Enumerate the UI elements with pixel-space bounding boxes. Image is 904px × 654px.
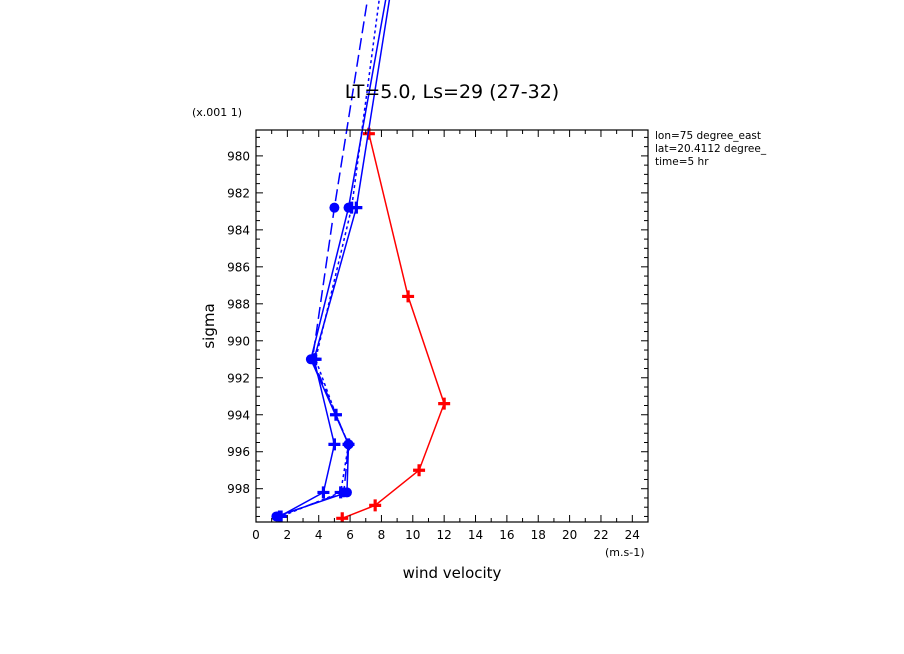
x-tick-label: 8 (378, 528, 386, 542)
series-point-4 (343, 439, 354, 450)
x-tick-label: 12 (437, 528, 452, 542)
series-line-2 (277, 0, 369, 518)
y-tick-label: 982 (227, 186, 250, 200)
series-point-0 (369, 499, 382, 512)
chart-title: LT=5.0, Ls=29 (27-32) (345, 81, 559, 103)
x-tick-label: 18 (531, 528, 546, 542)
y-tick-label: 992 (227, 371, 250, 385)
series-line-1 (279, 0, 391, 518)
series-point-1 (328, 438, 341, 451)
y-tick-label: 998 (227, 482, 250, 496)
x-tick-label: 4 (315, 528, 323, 542)
series-line-0 (341, 133, 445, 519)
plot-frame (255, 129, 649, 523)
info-time: time=5 hr (655, 156, 709, 168)
series-point-0 (438, 397, 451, 410)
series-point-0 (336, 512, 349, 522)
y-scale-note: (x.001 1) (192, 106, 242, 119)
x-unit-label: (m.s-1) (605, 546, 645, 559)
series-line-3 (280, 0, 380, 518)
info-lat: lat=20.4112 degree_ (655, 143, 767, 155)
x-axis-label: wind velocity (403, 564, 502, 582)
x-tick-label: 20 (562, 528, 577, 542)
x-tick-label: 24 (625, 528, 640, 542)
series-layer (271, 0, 451, 522)
series-point-4 (343, 202, 354, 213)
y-tick-label: 986 (227, 260, 250, 274)
x-tick-label: 6 (346, 528, 354, 542)
series-point-0 (402, 290, 415, 303)
x-tick-label: 2 (284, 528, 292, 542)
x-tick-label: 10 (405, 528, 420, 542)
y-axis-label: sigma (200, 303, 218, 348)
axis-ticks: 0 2 4 6 8 10 12 14 16 18 20 22 249809829849869889909… (227, 130, 649, 542)
x-tick-label: 16 (499, 528, 514, 542)
series-point-4 (305, 354, 316, 365)
series-line-4 (276, 0, 387, 518)
y-tick-label: 988 (227, 297, 250, 311)
x-tick-label: 0 (252, 528, 260, 542)
series-point-1 (317, 486, 330, 499)
x-tick-label: 14 (468, 528, 483, 542)
info-lon: lon=75 degree_east (655, 130, 761, 142)
series-point-2 (329, 202, 340, 213)
series-point-4 (341, 487, 352, 498)
y-tick-label: 980 (227, 149, 250, 163)
y-tick-label: 994 (227, 408, 250, 422)
y-tick-label: 990 (227, 334, 250, 348)
y-tick-label: 984 (227, 223, 250, 237)
y-tick-label: 996 (227, 445, 250, 459)
x-tick-label: 22 (593, 528, 608, 542)
series-point-0 (413, 464, 426, 477)
series-point-4 (271, 511, 282, 522)
